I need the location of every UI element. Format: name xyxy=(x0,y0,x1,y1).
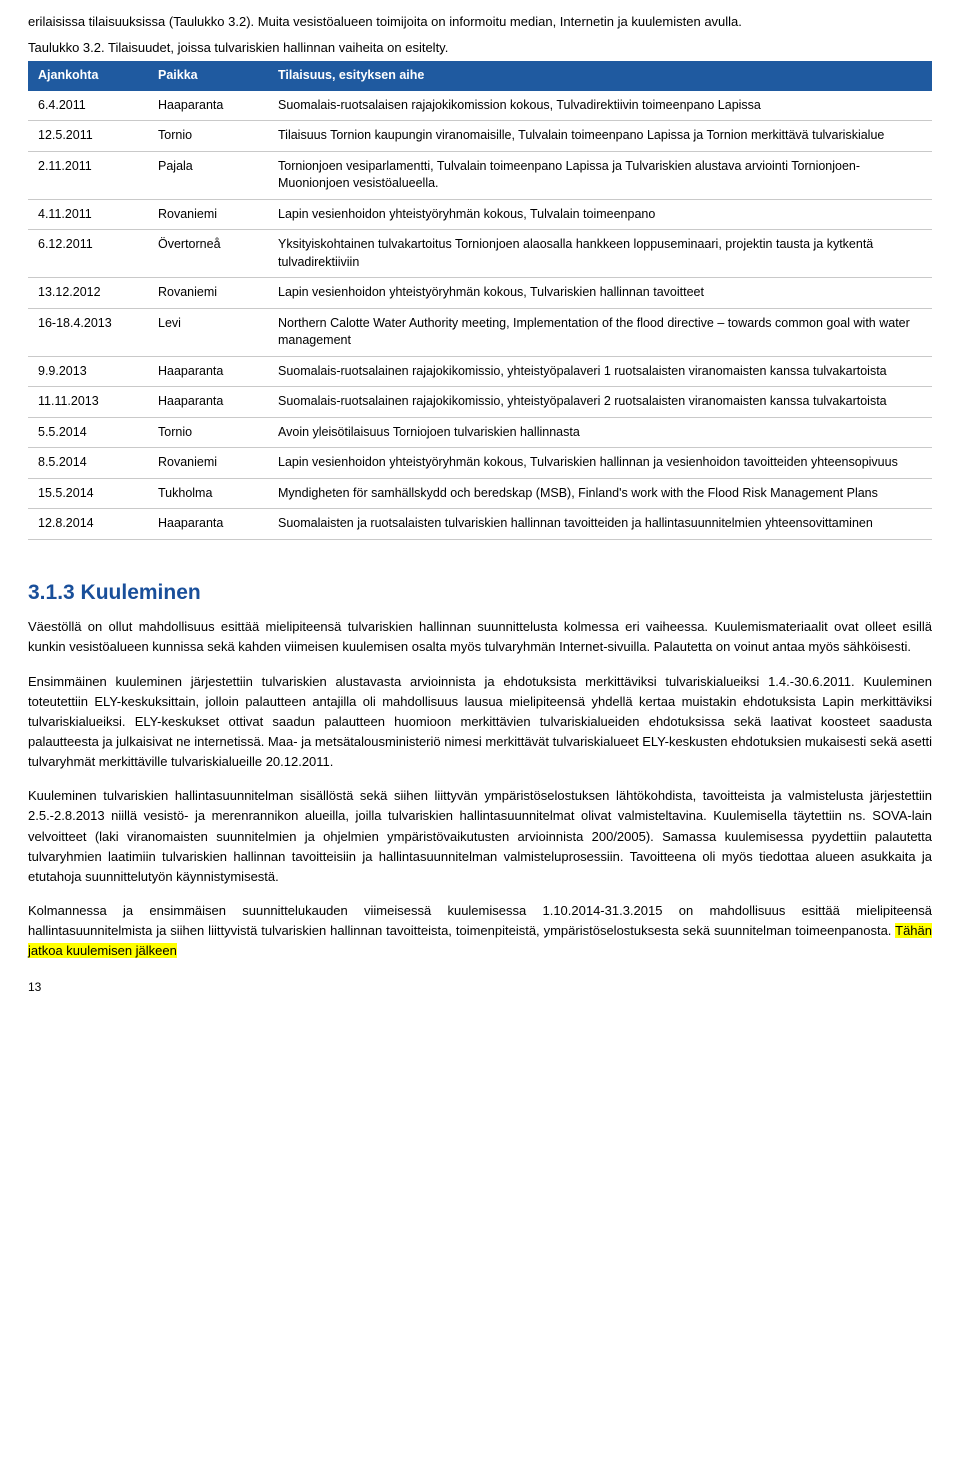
table-row: 6.4.2011HaaparantaSuomalais-ruotsalaisen… xyxy=(28,91,932,121)
cell-topic: Tilaisuus Tornion kaupungin viranomaisil… xyxy=(268,121,932,152)
para-4: Kolmannessa ja ensimmäisen suunnitteluka… xyxy=(28,901,932,961)
events-table: Ajankohta Paikka Tilaisuus, esityksen ai… xyxy=(28,61,932,540)
cell-topic: Yksityiskohtainen tulvakartoitus Tornion… xyxy=(268,230,932,278)
para-3: Kuuleminen tulvariskien hallintasuunnite… xyxy=(28,786,932,887)
table-row: 6.12.2011ÖvertorneåYksityiskohtainen tul… xyxy=(28,230,932,278)
table-row: 4.11.2011RovaniemiLapin vesienhoidon yht… xyxy=(28,199,932,230)
table-row: 16-18.4.2013LeviNorthern Calotte Water A… xyxy=(28,308,932,356)
cell-place: Tornio xyxy=(148,417,268,448)
cell-date: 13.12.2012 xyxy=(28,278,148,309)
cell-topic: Suomalais-ruotsalainen rajajokikomissio,… xyxy=(268,356,932,387)
para-4-text: Kolmannessa ja ensimmäisen suunnitteluka… xyxy=(28,903,932,938)
cell-date: 4.11.2011 xyxy=(28,199,148,230)
table-row: 9.9.2013HaaparantaSuomalais-ruotsalainen… xyxy=(28,356,932,387)
cell-date: 5.5.2014 xyxy=(28,417,148,448)
cell-date: 8.5.2014 xyxy=(28,448,148,479)
cell-topic: Northern Calotte Water Authority meeting… xyxy=(268,308,932,356)
cell-topic: Suomalais-ruotsalaisen rajajokikomission… xyxy=(268,91,932,121)
table-row: 12.5.2011TornioTilaisuus Tornion kaupung… xyxy=(28,121,932,152)
page-number: 13 xyxy=(28,979,932,996)
cell-date: 16-18.4.2013 xyxy=(28,308,148,356)
cell-topic: Lapin vesienhoidon yhteistyöryhmän kokou… xyxy=(268,448,932,479)
cell-topic: Tornionjoen vesiparlamentti, Tulvalain t… xyxy=(268,151,932,199)
table-row: 8.5.2014RovaniemiLapin vesienhoidon yhte… xyxy=(28,448,932,479)
cell-topic: Lapin vesienhoidon yhteistyöryhmän kokou… xyxy=(268,199,932,230)
table-row: 5.5.2014TornioAvoin yleisötilaisuus Torn… xyxy=(28,417,932,448)
cell-place: Tornio xyxy=(148,121,268,152)
cell-place: Haaparanta xyxy=(148,356,268,387)
cell-place: Haaparanta xyxy=(148,509,268,540)
cell-date: 12.8.2014 xyxy=(28,509,148,540)
cell-date: 12.5.2011 xyxy=(28,121,148,152)
intro-paragraph: erilaisissa tilaisuuksissa (Taulukko 3.2… xyxy=(28,13,932,31)
table-row: 2.11.2011PajalaTornionjoen vesiparlament… xyxy=(28,151,932,199)
th-place: Paikka xyxy=(148,61,268,91)
cell-place: Haaparanta xyxy=(148,91,268,121)
cell-date: 2.11.2011 xyxy=(28,151,148,199)
cell-place: Levi xyxy=(148,308,268,356)
th-topic: Tilaisuus, esityksen aihe xyxy=(268,61,932,91)
para-2: Ensimmäinen kuuleminen järjestettiin tul… xyxy=(28,672,932,773)
cell-date: 11.11.2013 xyxy=(28,387,148,418)
cell-date: 6.12.2011 xyxy=(28,230,148,278)
cell-place: Rovaniemi xyxy=(148,448,268,479)
cell-place: Rovaniemi xyxy=(148,278,268,309)
th-date: Ajankohta xyxy=(28,61,148,91)
cell-topic: Avoin yleisötilaisuus Torniojoen tulvari… xyxy=(268,417,932,448)
section-heading: 3.1.3 Kuuleminen xyxy=(28,578,932,607)
cell-place: Haaparanta xyxy=(148,387,268,418)
cell-date: 15.5.2014 xyxy=(28,478,148,509)
cell-place: Rovaniemi xyxy=(148,199,268,230)
cell-place: Övertorneå xyxy=(148,230,268,278)
cell-place: Pajala xyxy=(148,151,268,199)
cell-topic: Lapin vesienhoidon yhteistyöryhmän kokou… xyxy=(268,278,932,309)
cell-topic: Suomalais-ruotsalainen rajajokikomissio,… xyxy=(268,387,932,418)
table-row: 12.8.2014HaaparantaSuomalaisten ja ruots… xyxy=(28,509,932,540)
cell-topic: Myndigheten för samhällskydd och beredsk… xyxy=(268,478,932,509)
para-1: Väestöllä on ollut mahdollisuus esittää … xyxy=(28,617,932,657)
cell-date: 6.4.2011 xyxy=(28,91,148,121)
cell-place: Tukholma xyxy=(148,478,268,509)
cell-date: 9.9.2013 xyxy=(28,356,148,387)
table-row: 15.5.2014TukholmaMyndigheten för samhäll… xyxy=(28,478,932,509)
table-row: 13.12.2012RovaniemiLapin vesienhoidon yh… xyxy=(28,278,932,309)
table-caption: Taulukko 3.2. Tilaisuudet, joissa tulvar… xyxy=(28,39,932,57)
table-row: 11.11.2013HaaparantaSuomalais-ruotsalain… xyxy=(28,387,932,418)
cell-topic: Suomalaisten ja ruotsalaisten tulvariski… xyxy=(268,509,932,540)
